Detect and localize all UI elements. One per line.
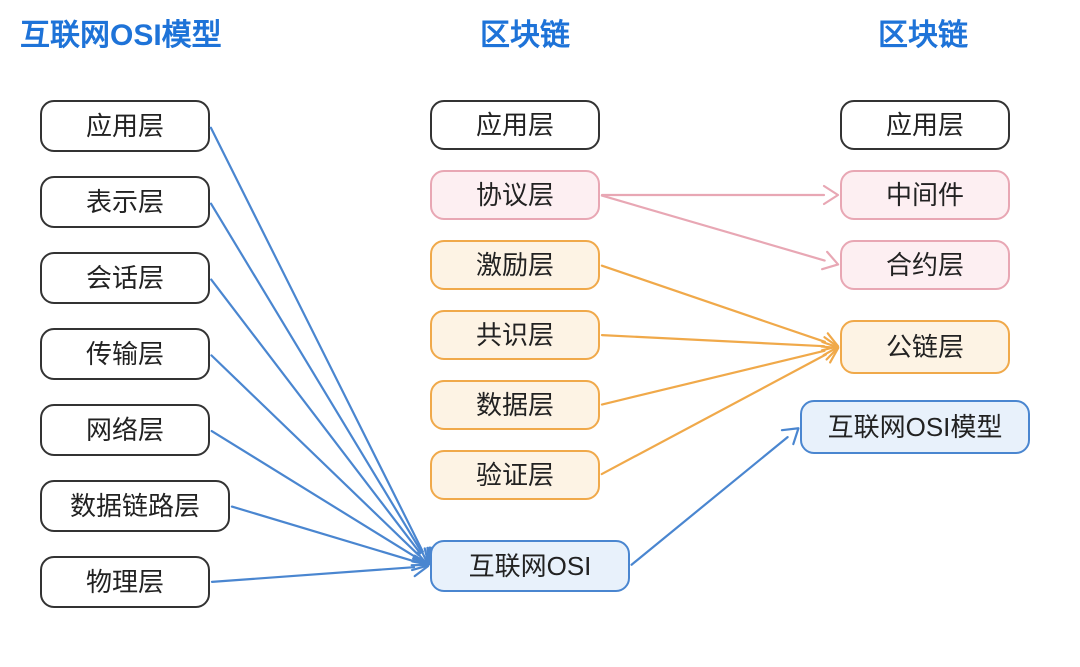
layer-box-c3_1: 应用层 [840, 100, 1010, 150]
layer-box-c2_1: 应用层 [430, 100, 600, 150]
layer-box-c1_4: 传输层 [40, 328, 210, 380]
layer-box-c1_1: 应用层 [40, 100, 210, 152]
column-title-2: 区块链 [480, 10, 570, 54]
layer-box-c1_2: 表示层 [40, 176, 210, 228]
layer-box-c3_2: 中间件 [840, 170, 1010, 220]
column-title-1: 互联网OSI模型 [20, 10, 222, 54]
layer-box-c2_2: 协议层 [430, 170, 600, 220]
layer-box-c2_4: 共识层 [430, 310, 600, 360]
layer-box-c3_3: 合约层 [840, 240, 1010, 290]
layer-box-c1_6: 数据链路层 [40, 480, 230, 532]
layer-box-c1_5: 网络层 [40, 404, 210, 456]
layer-box-c3_5: 互联网OSI模型 [800, 400, 1030, 454]
layer-box-c2_3: 激励层 [430, 240, 600, 290]
diagram-stage: 互联网OSI模型 区块链 区块链 应用层表示层会话层传输层网络层数据链路层物理层… [0, 0, 1080, 667]
layer-box-c1_7: 物理层 [40, 556, 210, 608]
layer-box-c2_6: 验证层 [430, 450, 600, 500]
layer-box-c2_5: 数据层 [430, 380, 600, 430]
layer-box-c3_4: 公链层 [840, 320, 1010, 374]
layer-box-c1_3: 会话层 [40, 252, 210, 304]
column-title-3: 区块链 [878, 10, 968, 54]
layer-box-c2_7: 互联网OSI [430, 540, 630, 592]
